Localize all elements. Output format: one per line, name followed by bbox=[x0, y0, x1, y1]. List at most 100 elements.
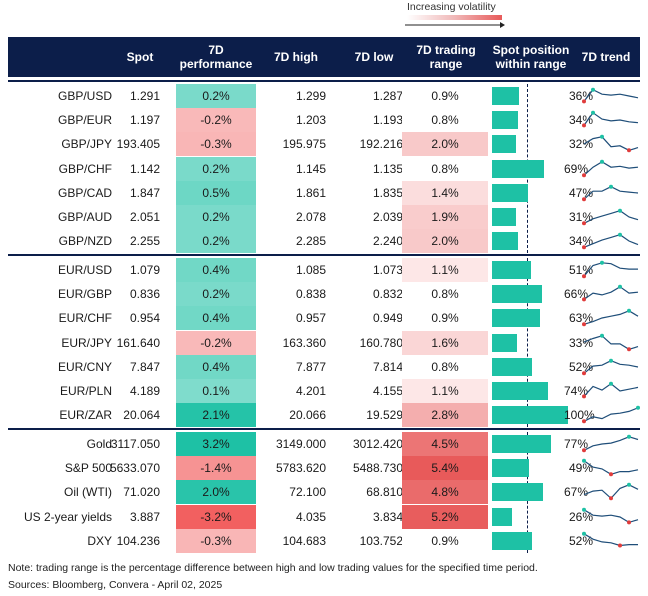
table-row: US 2-year yields 3.887 -3.2% 4.035 3.834 5.2%… bbox=[8, 504, 640, 529]
low-value: 68.810 bbox=[336, 480, 403, 504]
performance-value: -0.2% bbox=[176, 108, 256, 133]
position-bar bbox=[492, 333, 518, 352]
group-separator bbox=[8, 80, 640, 82]
spot-value: 2.255 bbox=[112, 229, 160, 253]
trend-high-dot bbox=[636, 405, 640, 410]
trend-sparkline bbox=[582, 232, 639, 250]
low-value: 0.949 bbox=[336, 306, 403, 330]
trend-high-dot bbox=[618, 208, 622, 213]
position-bar bbox=[492, 531, 532, 550]
position-bar bbox=[492, 87, 520, 105]
trend-line bbox=[583, 112, 639, 126]
low-value-text: 103.752 bbox=[359, 533, 403, 548]
header-low: 7D low bbox=[354, 50, 394, 64]
low-value: 0.832 bbox=[336, 282, 403, 306]
trend-low-dot bbox=[582, 297, 586, 302]
trend-line bbox=[583, 407, 639, 423]
table-row: EUR/USD 1.079 0.4% 1.085 1.073 1.1% 51% bbox=[8, 258, 640, 282]
group-separator bbox=[8, 428, 640, 430]
trend-low-dot bbox=[582, 394, 586, 399]
low-value-text: 68.810 bbox=[366, 485, 403, 500]
row-name-text: EUR/PLN bbox=[59, 384, 112, 398]
position-bar bbox=[492, 406, 568, 425]
table-row: GBP/NZD 2.255 0.2% 2.285 2.240 2.0% 34% bbox=[8, 229, 640, 254]
performance-value-text: 0.4% bbox=[202, 263, 230, 277]
position-bar bbox=[492, 483, 543, 502]
high-value-text: 3149.000 bbox=[275, 437, 326, 451]
low-value-text: 19.529 bbox=[366, 408, 403, 423]
spot-value: 20.064 bbox=[112, 403, 160, 427]
trend-sparkline bbox=[582, 405, 640, 424]
trend-high-dot bbox=[582, 531, 586, 536]
low-value: 192.216 bbox=[336, 132, 403, 156]
range-value-text: 0.8% bbox=[431, 287, 459, 302]
spot-value: 161.640 bbox=[112, 331, 160, 355]
range-value-text: 2.0% bbox=[431, 234, 459, 249]
performance-value-text: 0.2% bbox=[202, 234, 230, 249]
spot-value: 7.847 bbox=[112, 355, 160, 379]
position-value-text: 63% bbox=[569, 311, 594, 326]
range-value-text: 5.2% bbox=[431, 509, 459, 524]
spot-value-text: 104.236 bbox=[116, 533, 160, 548]
position-bar bbox=[492, 382, 549, 400]
performance-value: 0.2% bbox=[176, 229, 256, 254]
high-value-text: 4.201 bbox=[295, 384, 326, 398]
performance-value-text: 2.0% bbox=[202, 485, 230, 500]
spot-value-text: 193.405 bbox=[116, 137, 160, 152]
position-value: 26% bbox=[569, 505, 593, 529]
range-value-text: 1.1% bbox=[431, 384, 459, 398]
table-row: EUR/GBP 0.836 0.2% 0.838 0.832 0.8% 66% bbox=[8, 282, 640, 307]
low-value: 2.039 bbox=[336, 205, 403, 229]
legend-label: Increasing volatility bbox=[407, 1, 496, 13]
row-name-text: GBP/CHF bbox=[58, 161, 112, 176]
range-value: 1.1% bbox=[402, 258, 488, 282]
spot-value-text: 1.079 bbox=[129, 263, 160, 277]
row-name-text: GBP/CAD bbox=[57, 185, 112, 200]
trend-line bbox=[583, 334, 639, 350]
range-value-text: 0.8% bbox=[431, 113, 459, 128]
position-value-text: 66% bbox=[564, 287, 589, 302]
high-value: 104.683 bbox=[258, 529, 326, 553]
position-value-text: 49% bbox=[569, 461, 594, 476]
spot-value-text: 2.051 bbox=[129, 210, 160, 224]
position-value-text: 67% bbox=[564, 485, 589, 500]
trend-high-dot bbox=[627, 434, 631, 439]
table-header: Spot 7D performance 7D high 7D low 7D tra… bbox=[8, 37, 640, 77]
high-value: 2.285 bbox=[258, 229, 326, 253]
row-name: US 2-year yields bbox=[8, 505, 112, 529]
spot-value: 0.954 bbox=[112, 306, 160, 330]
table-row: Oil (WTI) 71.020 2.0% 72.100 68.810 4.8% 67% bbox=[8, 480, 640, 505]
range-value-text: 0.8% bbox=[431, 359, 459, 374]
high-value-text: 1.203 bbox=[295, 113, 326, 128]
high-value-text: 2.078 bbox=[295, 210, 326, 224]
performance-value: 0.2% bbox=[176, 282, 256, 307]
row-name: GBP/EUR bbox=[8, 108, 112, 132]
trend-sparkline bbox=[582, 208, 639, 226]
position-value-text: 36% bbox=[569, 89, 594, 103]
high-value-text: 20.066 bbox=[289, 408, 326, 423]
low-value-text: 2.240 bbox=[372, 234, 403, 249]
high-value: 7.877 bbox=[258, 355, 326, 379]
spot-value-text: 1.847 bbox=[129, 185, 160, 200]
range-value-text: 4.5% bbox=[431, 437, 459, 451]
low-value-text: 7.814 bbox=[372, 359, 403, 374]
high-value: 3149.000 bbox=[258, 432, 326, 456]
performance-value-text: 0.4% bbox=[202, 359, 230, 374]
header-range: 7D trading range bbox=[416, 43, 476, 71]
trend-sparkline bbox=[582, 531, 638, 548]
trend-sparkline bbox=[582, 284, 639, 302]
row-name-text: EUR/CHF bbox=[58, 311, 112, 326]
trend-high-dot bbox=[582, 458, 586, 463]
high-value: 0.838 bbox=[258, 282, 326, 306]
position-bar bbox=[492, 507, 512, 526]
high-value: 5783.620 bbox=[258, 456, 326, 480]
row-name: GBP/USD bbox=[8, 84, 112, 108]
performance-value-text: -1.4% bbox=[200, 461, 232, 476]
position-bar bbox=[492, 208, 516, 226]
range-value: 4.5% bbox=[402, 432, 488, 456]
spot-value: 4.189 bbox=[112, 379, 160, 403]
row-name: EUR/JPY bbox=[8, 331, 112, 355]
header-trend: 7D trend bbox=[581, 50, 631, 64]
low-value: 3012.420 bbox=[336, 432, 403, 456]
high-value: 1.085 bbox=[258, 258, 326, 282]
